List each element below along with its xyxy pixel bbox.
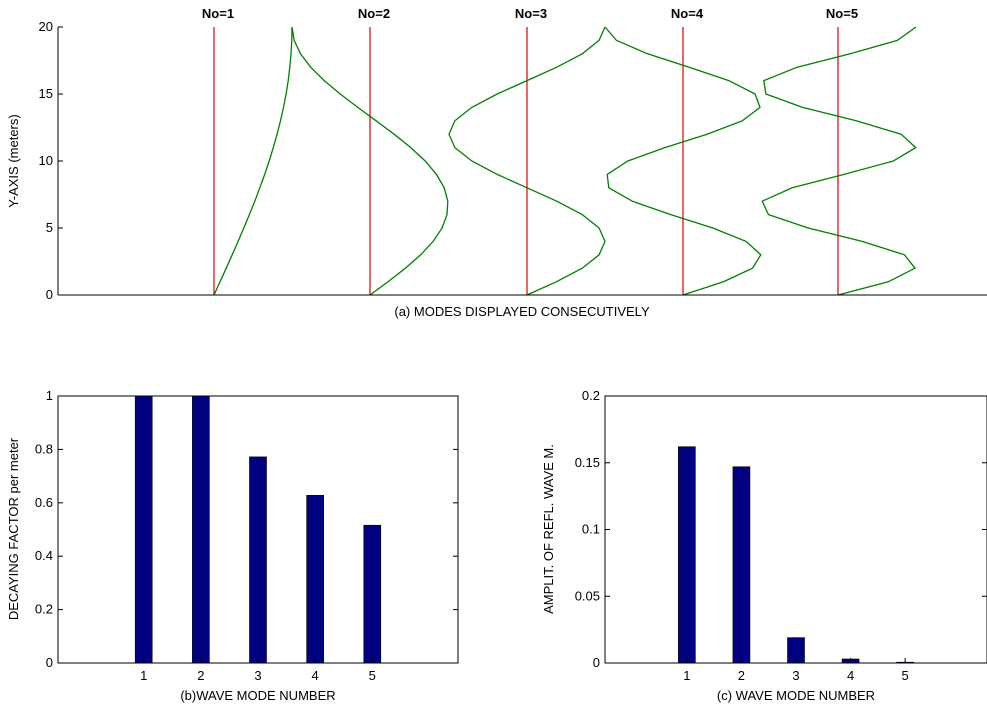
- panel-c-xtick-label: 3: [792, 668, 799, 683]
- panel-b-ylabel: DECAYING FACTOR per meter: [6, 437, 21, 620]
- panel-c-xtick-label: 4: [847, 668, 854, 683]
- mode-label: No=4: [671, 6, 704, 21]
- panel-c-ytick-label: 0.1: [582, 522, 600, 537]
- panel-a-ytick-label: 5: [46, 220, 53, 235]
- mode-curve: [604, 26, 762, 296]
- panel-c-xlabel: (c) WAVE MODE NUMBER: [717, 688, 875, 703]
- panel-a-ytick-label: 20: [39, 19, 53, 34]
- mode-curve: [213, 26, 293, 296]
- panel-b-xtick-label: 1: [140, 668, 147, 683]
- panel-c-ylabel: AMPLIT. OF REFL. WAVE M.: [541, 444, 556, 614]
- mode-curve: [448, 26, 606, 296]
- panel-b-bar: [363, 524, 382, 664]
- panel-a-ylabel: Y-AXIS (meters): [6, 114, 21, 207]
- panel-b-ytick-label: 0: [46, 655, 53, 670]
- panel-b-ytick-label: 0.2: [35, 602, 53, 617]
- panel-c-xtick-label: 5: [902, 668, 909, 683]
- panel-c-ytick-label: 0: [593, 655, 600, 670]
- mode-label: No=2: [358, 6, 390, 21]
- panel-b-xtick-label: 4: [312, 668, 319, 683]
- panel-c-xtick-label: 1: [683, 668, 690, 683]
- mode-label: No=5: [826, 6, 858, 21]
- mode-curve: [291, 26, 449, 296]
- panel-b-ytick-label: 0.6: [35, 495, 53, 510]
- panel-c-bar: [732, 466, 751, 664]
- panel-c-frame: [604, 395, 987, 664]
- panel-b-xtick-label: 2: [197, 668, 204, 683]
- panel-a-modes: No=1 No=2 No=3 No=4 No=5 0 5 10 15 20 (a) MODES …: [6, 6, 987, 319]
- panel-b-xtick-label: 3: [254, 668, 261, 683]
- panel-b-bar: [134, 395, 153, 664]
- panel-b-ytick-label: 0.4: [35, 548, 53, 563]
- panel-b-ytick-label: 1: [46, 388, 53, 403]
- panel-c-ytick-label: 0.15: [575, 455, 600, 470]
- panel-b-bar: [192, 395, 210, 664]
- mode-curve: [761, 26, 917, 296]
- panel-b-decaying-factor: 00.20.40.60.811 2 3 4 5 (b)WAVE MODE NUMBER …: [6, 388, 459, 703]
- panel-b-xlabel: (b)WAVE MODE NUMBER: [180, 688, 335, 703]
- mode-label: No=3: [515, 6, 547, 21]
- panel-c-xtick-label: 2: [738, 668, 745, 683]
- panel-c-ytick-label: 0.05: [575, 588, 600, 603]
- mode-label: No=1: [202, 6, 234, 21]
- panel-a-xlabel: (a) MODES DISPLAYED CONSECUTIVELY: [394, 304, 650, 319]
- panel-c-reflected-amplitude: 0 0.05 0.1 0.15 0.2 1 2 3 4 5 (c) WAVE MODE NUMBE…: [541, 388, 987, 703]
- panel-c-bar: [678, 446, 696, 664]
- panel-b-ytick-label: 0.8: [35, 441, 53, 456]
- panel-b-bar: [249, 456, 267, 664]
- panel-a-ytick-label: 15: [39, 86, 53, 101]
- panel-b-xtick-label: 5: [369, 668, 376, 683]
- panel-a-ytick-label: 10: [39, 153, 53, 168]
- panel-c-ytick-label: 0.2: [582, 388, 600, 403]
- panel-a-ytick-label: 0: [46, 287, 53, 302]
- panel-b-bar: [306, 495, 324, 664]
